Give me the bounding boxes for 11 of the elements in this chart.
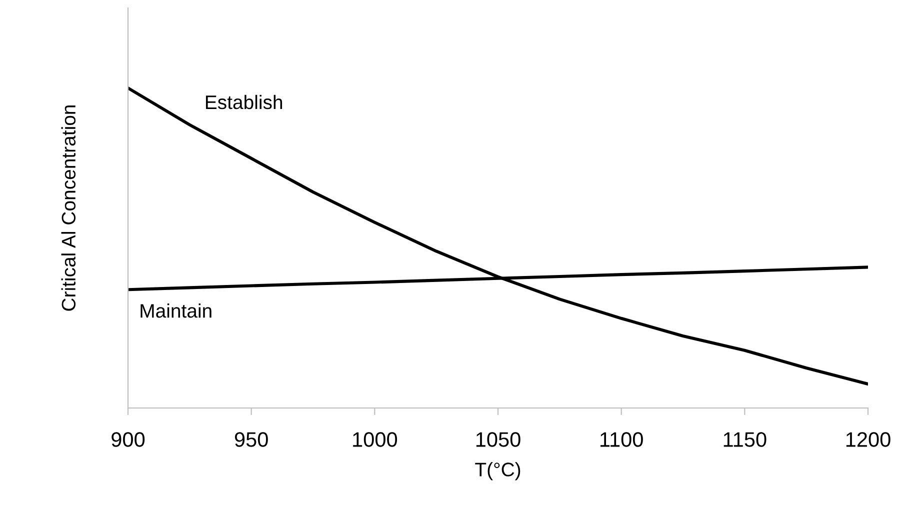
- series-label: Establish: [206, 94, 282, 110]
- x-tick-label: 1150: [724, 432, 766, 447]
- x-tick-label: 1000: [353, 432, 398, 447]
- x-axis-title: T(°C): [475, 462, 520, 480]
- x-tick-label: 1050: [476, 432, 520, 447]
- x-tick-label: 950: [234, 432, 268, 447]
- x-tick-label: 900: [112, 432, 145, 447]
- series-label: Maintain: [140, 303, 212, 318]
- x-tick-label: 1200: [846, 432, 890, 447]
- y-axis-title: Critical Al Concentration: [61, 106, 76, 311]
- x-tick-label: 1100: [600, 432, 643, 447]
